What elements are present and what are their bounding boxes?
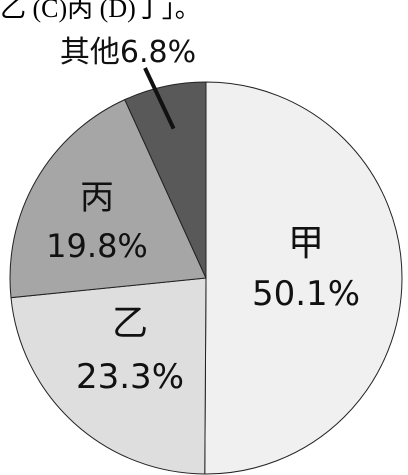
pie-slice-jia	[204, 81, 403, 475]
question-fragment-text: 乙 (C)丙 (D)丁」。	[0, 0, 201, 23]
slice-label-name-bing: 丙	[80, 178, 114, 218]
pie-slices	[9, 81, 403, 475]
slice-label-name-yi: 乙	[112, 303, 148, 344]
slice-label-value-yi: 23.3%	[76, 357, 184, 397]
pie-slice-other	[124, 81, 207, 279]
slice-label-other: 其他6.8%	[60, 35, 196, 70]
slice-label-value-jia: 50.1%	[252, 274, 360, 314]
slice-labels: 甲 50.1% 乙 23.3% 丙 19.8% 其他6.8%	[46, 35, 360, 397]
leader-lines	[143, 67, 176, 130]
slice-label-name-jia: 甲	[288, 223, 324, 264]
pie-slice-yi	[10, 277, 207, 475]
leader-line-other	[143, 67, 176, 130]
slice-label-value-bing: 19.8%	[46, 227, 148, 265]
pie-slice-bing	[9, 98, 207, 299]
